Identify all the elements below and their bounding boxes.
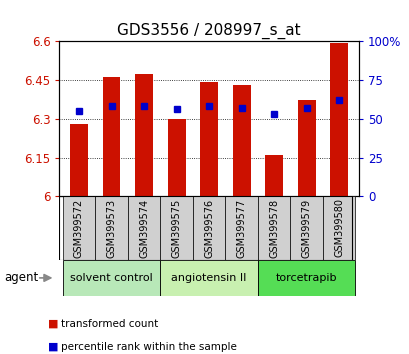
Bar	[265, 155, 283, 196]
Text: solvent control: solvent control	[70, 273, 153, 283]
Bar	[128, 196, 160, 260]
Bar	[297, 101, 315, 196]
Text: GSM399580: GSM399580	[333, 198, 344, 257]
Title: GDS3556 / 208997_s_at: GDS3556 / 208997_s_at	[117, 23, 300, 39]
Text: GSM399575: GSM399575	[171, 198, 181, 258]
Bar	[63, 260, 160, 296]
Bar	[232, 85, 250, 196]
Text: ■: ■	[48, 342, 58, 352]
Text: percentile rank within the sample: percentile rank within the sample	[61, 342, 237, 352]
Text: GSM399573: GSM399573	[106, 198, 116, 257]
Text: GSM399579: GSM399579	[301, 198, 311, 257]
Text: GSM399574: GSM399574	[139, 198, 148, 257]
Bar	[70, 124, 88, 196]
Text: transformed count: transformed count	[61, 319, 158, 329]
Bar	[135, 74, 153, 196]
Text: GSM399576: GSM399576	[204, 198, 213, 257]
Bar	[290, 196, 322, 260]
Bar	[257, 260, 355, 296]
Bar	[257, 196, 290, 260]
Text: GSM399572: GSM399572	[74, 198, 84, 258]
Text: GSM399577: GSM399577	[236, 198, 246, 258]
Bar	[102, 77, 120, 196]
Text: angiotensin II: angiotensin II	[171, 273, 246, 283]
Bar	[192, 196, 225, 260]
Bar	[95, 196, 128, 260]
Bar	[167, 119, 185, 196]
Bar	[225, 196, 257, 260]
Bar	[160, 260, 257, 296]
Text: ■: ■	[48, 319, 58, 329]
Text: agent: agent	[4, 272, 38, 284]
Bar	[160, 196, 192, 260]
Bar	[330, 43, 347, 196]
Bar	[322, 196, 355, 260]
Bar	[200, 82, 218, 196]
Text: torcetrapib: torcetrapib	[275, 273, 337, 283]
Text: GSM399578: GSM399578	[269, 198, 279, 257]
Bar	[63, 196, 95, 260]
